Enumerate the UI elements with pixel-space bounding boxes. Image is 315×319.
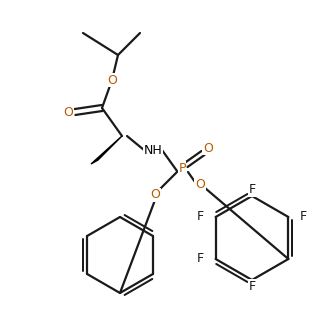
Text: O: O <box>203 142 213 154</box>
Text: F: F <box>249 183 255 196</box>
Text: F: F <box>300 211 307 224</box>
Text: P: P <box>178 161 186 174</box>
Text: F: F <box>197 253 204 265</box>
Text: O: O <box>107 73 117 86</box>
Text: NH: NH <box>144 144 162 157</box>
Polygon shape <box>91 136 122 164</box>
Text: O: O <box>63 106 73 118</box>
Text: F: F <box>249 280 255 293</box>
Text: O: O <box>150 189 160 202</box>
Text: O: O <box>195 179 205 191</box>
Text: F: F <box>197 211 204 224</box>
